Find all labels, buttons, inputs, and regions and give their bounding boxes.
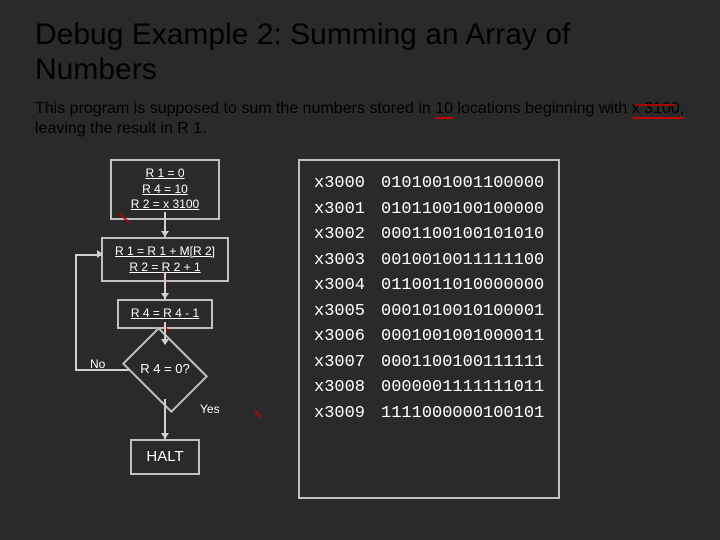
arrow-3-head (161, 339, 169, 345)
mem-addr: x3003 (314, 248, 365, 274)
flow-cond-text: R 4 = 0? (130, 361, 200, 376)
red-mark-4 (254, 410, 262, 419)
desc-u2: x 3100, (632, 100, 684, 119)
mem-addr: x3009 (314, 401, 365, 427)
mem-val: 0110011010000000 (381, 273, 544, 299)
desc-part2: locations beginning with (453, 100, 632, 117)
table-row: x3008 0000001111111011 (314, 375, 544, 401)
table-row: x3001 0101100100100000 (314, 197, 544, 223)
content-area: R 1 = 0 R 4 = 10 R 2 = x 3100 R 1 = R 1 … (35, 159, 685, 499)
desc-part3: leaving the result in R 1. (35, 120, 207, 137)
arrow-2-head (161, 293, 169, 299)
loop-l1: R 1 = R 1 + M[R 2] (111, 244, 219, 260)
table-row: x3007 0001100100111111 (314, 350, 544, 376)
arrow-1-head (161, 231, 169, 237)
arrow-no-v (75, 254, 77, 371)
mem-val: 0001010010100001 (381, 299, 544, 325)
mem-addr: x3000 (314, 171, 365, 197)
table-row: x3004 0110011010000000 (314, 273, 544, 299)
flow-box-halt: HALT (130, 439, 200, 475)
mem-val: 0010010011111100 (381, 248, 544, 274)
table-row: x3009 1111000000100101 (314, 401, 544, 427)
red-annotation (635, 104, 675, 106)
flowchart: R 1 = 0 R 4 = 10 R 2 = x 3100 R 1 = R 1 … (35, 159, 270, 499)
desc-u1: 10 (435, 100, 453, 119)
slide: Debug Example 2: Summing an Array of Num… (0, 0, 720, 540)
memory-table: x3000 0101001001100000 x3001 0101100100100… (298, 159, 560, 499)
table-row: x3002 0001100100101010 (314, 222, 544, 248)
mem-val: 1111000000100101 (381, 401, 544, 427)
desc-part1: This program is supposed to sum the numb… (35, 100, 435, 117)
mem-val: 0000001111111011 (381, 375, 544, 401)
mem-addr: x3007 (314, 350, 365, 376)
mem-addr: x3001 (314, 197, 365, 223)
table-row: x3003 0010010011111100 (314, 248, 544, 274)
table-row: x3006 0001001001000011 (314, 324, 544, 350)
label-yes: Yes (200, 402, 220, 416)
mem-val: 0101100100100000 (381, 197, 544, 223)
table-row: x3005 0001010010100001 (314, 299, 544, 325)
arrow-no-h1 (75, 369, 130, 371)
page-title: Debug Example 2: Summing an Array of Num… (35, 18, 685, 87)
table-row: x3000 0101001001100000 (314, 171, 544, 197)
mem-addr: x3008 (314, 375, 365, 401)
init-l2: R 4 = 10 (120, 182, 210, 198)
dec-l1: R 4 = R 4 - 1 (127, 306, 203, 322)
description: This program is supposed to sum the numb… (35, 99, 685, 139)
init-l3: R 2 = x 3100 (120, 197, 210, 213)
mem-addr: x3002 (314, 222, 365, 248)
arrow-no-head (97, 250, 103, 258)
init-l1: R 1 = 0 (120, 166, 210, 182)
mem-val: 0001100100111111 (381, 350, 544, 376)
mem-addr: x3004 (314, 273, 365, 299)
mem-addr: x3006 (314, 324, 365, 350)
mem-addr: x3005 (314, 299, 365, 325)
arrow-4-head (161, 433, 169, 439)
flow-box-init: R 1 = 0 R 4 = 10 R 2 = x 3100 (110, 159, 220, 220)
mem-val: 0001001001000011 (381, 324, 544, 350)
mem-val: 0001100100101010 (381, 222, 544, 248)
mem-val: 0101001001100000 (381, 171, 544, 197)
